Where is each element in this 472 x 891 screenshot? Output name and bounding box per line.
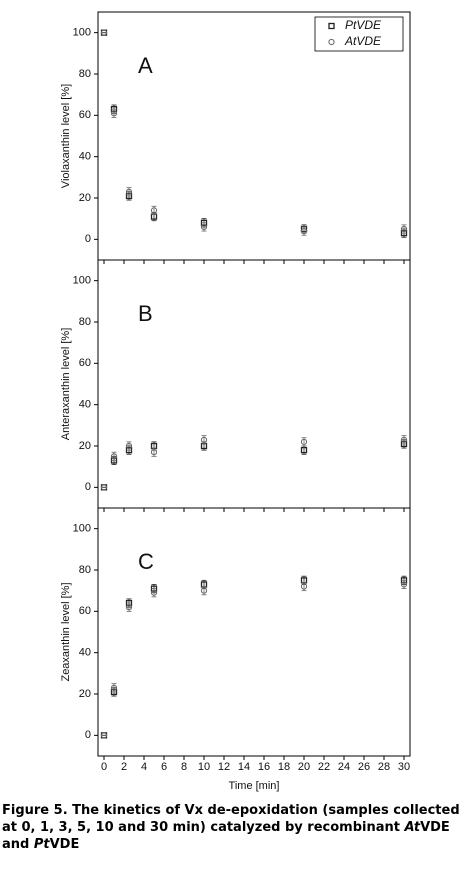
data-point (125, 188, 133, 195)
data-point (110, 684, 118, 691)
data-point (150, 449, 158, 456)
data-point (400, 225, 408, 233)
y-tick-label: 100 (73, 523, 91, 535)
y-tick-label: 60 (79, 357, 91, 369)
legend-label: PtVDE (345, 18, 382, 32)
data-point (200, 587, 208, 594)
y-axis-label: Zeaxanthin level [%] (60, 582, 72, 681)
y-tick-label: 20 (79, 688, 91, 700)
data-point (300, 227, 308, 235)
x-tick-label: 10 (198, 761, 210, 773)
x-tick-label: 24 (338, 761, 350, 773)
y-tick-label: 100 (73, 27, 91, 39)
panel-letter: C (138, 549, 154, 574)
y-tick-label: 80 (79, 68, 91, 80)
x-tick-label: 6 (161, 761, 167, 773)
y-tick-label: 40 (79, 647, 91, 659)
data-point (300, 446, 308, 454)
legend-label: AtVDE (344, 34, 382, 48)
y-tick-label: 40 (79, 151, 91, 163)
caption-text: Pt (33, 837, 50, 852)
y-tick-label: 100 (73, 275, 91, 287)
x-tick-label: 18 (278, 761, 290, 773)
x-tick-label: 4 (141, 761, 147, 773)
y-tick-label: 0 (85, 729, 91, 741)
y-tick-label: 20 (79, 192, 91, 204)
y-tick-label: 20 (79, 440, 91, 452)
panel-letter: A (138, 53, 153, 78)
y-axis-label: Violaxanthin level [%] (60, 84, 72, 188)
x-tick-label: 22 (318, 761, 330, 773)
legend-marker (328, 22, 335, 30)
x-tick-label: 8 (181, 761, 187, 773)
legend-marker (328, 38, 335, 46)
plot-frame (97, 507, 411, 757)
caption-text: VDE (49, 837, 80, 852)
plot-frame (97, 259, 411, 509)
data-point (200, 436, 208, 443)
data-point (100, 29, 108, 36)
data-point (200, 223, 208, 231)
data-point (150, 589, 158, 596)
y-tick-label: 0 (85, 233, 91, 245)
data-point (100, 732, 108, 739)
legend-box (314, 16, 404, 52)
x-tick-label: 20 (298, 761, 310, 773)
data-point (300, 438, 308, 445)
data-point (150, 207, 158, 214)
caption-text: At (404, 820, 421, 835)
x-tick-label: 30 (398, 761, 410, 773)
x-tick-label: 28 (378, 761, 390, 773)
y-axis-label: Anteraxanthin level [%] (60, 328, 72, 441)
data-point (100, 484, 108, 491)
x-tick-label: 14 (238, 761, 250, 773)
x-axis-label: Time [min] (229, 780, 280, 792)
y-tick-label: 60 (79, 605, 91, 617)
y-tick-label: 80 (79, 316, 91, 328)
data-point (300, 583, 308, 590)
data-point (125, 604, 133, 611)
y-tick-label: 40 (79, 399, 91, 411)
caption-text: VDE and (2, 820, 450, 852)
data-point (400, 581, 408, 588)
x-tick-label: 2 (121, 761, 127, 773)
y-tick-label: 80 (79, 564, 91, 576)
y-tick-label: 60 (79, 109, 91, 121)
panel-letter: B (138, 301, 153, 326)
x-tick-label: 16 (258, 761, 270, 773)
data-point (400, 436, 408, 443)
x-tick-label: 12 (218, 761, 230, 773)
y-tick-label: 0 (85, 481, 91, 493)
figure-caption: Figure 5. The kinetics of Vx de-epoxidat… (2, 802, 470, 853)
data-point (110, 453, 118, 460)
x-tick-label: 0 (101, 761, 107, 773)
data-point (110, 110, 118, 117)
x-tick-label: 26 (358, 761, 370, 773)
data-point (125, 442, 133, 450)
caption-text: Figure 5. The kinetics of Vx de-epoxidat… (2, 803, 460, 835)
